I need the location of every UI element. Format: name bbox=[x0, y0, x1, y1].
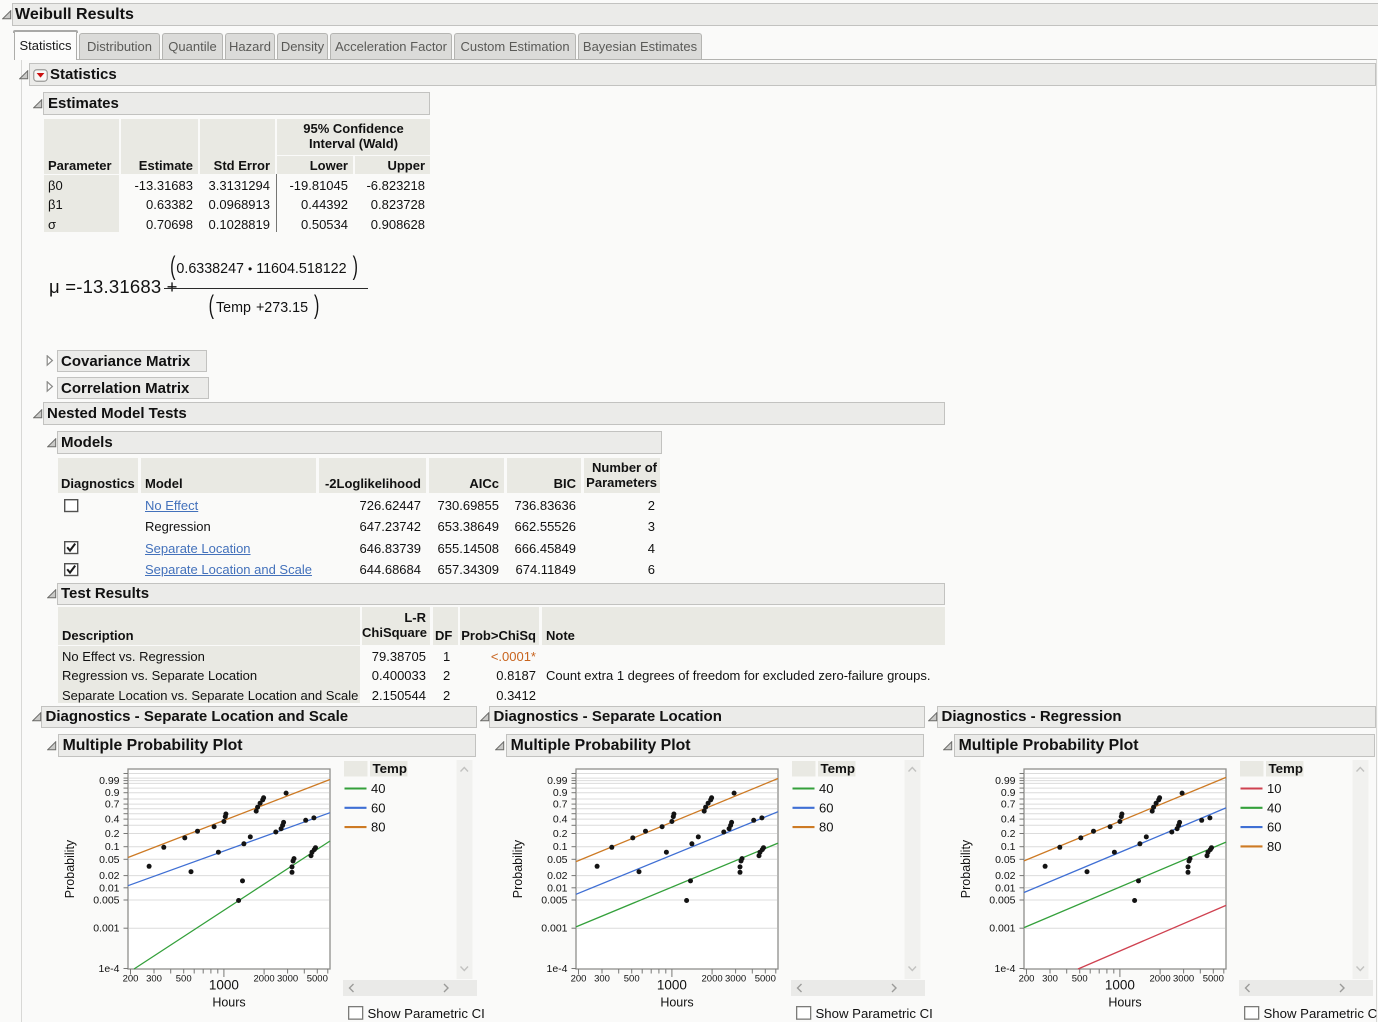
svg-text:2000: 2000 bbox=[702, 974, 723, 985]
svg-text:0.9: 0.9 bbox=[553, 787, 568, 799]
svg-text:200: 200 bbox=[1019, 974, 1035, 985]
svg-text:0.001: 0.001 bbox=[541, 923, 567, 935]
svg-text:5000: 5000 bbox=[755, 974, 776, 985]
svg-text:0.99: 0.99 bbox=[995, 775, 1016, 787]
svg-text:Hours: Hours bbox=[212, 996, 245, 1010]
svg-text:0.1: 0.1 bbox=[105, 841, 120, 853]
svg-text:0.05: 0.05 bbox=[547, 854, 568, 866]
svg-text:300: 300 bbox=[1042, 974, 1058, 985]
svg-text:0.99: 0.99 bbox=[547, 775, 568, 787]
svg-text:0.02: 0.02 bbox=[99, 870, 120, 882]
svg-text:0.01: 0.01 bbox=[547, 882, 568, 894]
svg-text:0.4: 0.4 bbox=[1001, 814, 1016, 826]
svg-text:0.02: 0.02 bbox=[995, 870, 1016, 882]
svg-text:1e-4: 1e-4 bbox=[98, 963, 119, 975]
svg-text:60: 60 bbox=[371, 800, 385, 815]
svg-text:Temp: Temp bbox=[1269, 761, 1303, 776]
svg-text:0.02: 0.02 bbox=[547, 870, 568, 882]
svg-text:40: 40 bbox=[1267, 800, 1281, 815]
svg-text:0.01: 0.01 bbox=[995, 882, 1016, 894]
svg-text:80: 80 bbox=[1267, 839, 1281, 854]
svg-text:0.1: 0.1 bbox=[553, 841, 568, 853]
svg-text:Probability: Probability bbox=[959, 839, 973, 898]
svg-text:0.001: 0.001 bbox=[93, 923, 119, 935]
svg-text:500: 500 bbox=[1072, 974, 1088, 985]
svg-text:0.05: 0.05 bbox=[99, 854, 120, 866]
svg-text:0.005: 0.005 bbox=[93, 895, 119, 907]
svg-text:200: 200 bbox=[571, 974, 587, 985]
svg-text:1e-4: 1e-4 bbox=[546, 963, 567, 975]
svg-text:1000: 1000 bbox=[657, 978, 687, 993]
svg-text:0.99: 0.99 bbox=[99, 775, 120, 787]
svg-text:0.7: 0.7 bbox=[1001, 799, 1016, 811]
svg-text:0.2: 0.2 bbox=[553, 828, 568, 840]
svg-text:Temp: Temp bbox=[821, 761, 855, 776]
svg-text:60: 60 bbox=[819, 800, 833, 815]
svg-text:200: 200 bbox=[123, 974, 139, 985]
svg-text:Hours: Hours bbox=[660, 996, 693, 1010]
svg-text:500: 500 bbox=[624, 974, 640, 985]
svg-text:Probability: Probability bbox=[63, 839, 77, 898]
svg-text:300: 300 bbox=[146, 974, 162, 985]
svg-text:40: 40 bbox=[371, 781, 385, 796]
svg-text:60: 60 bbox=[1267, 820, 1281, 835]
svg-text:5000: 5000 bbox=[1203, 974, 1224, 985]
svg-text:80: 80 bbox=[371, 820, 385, 835]
svg-text:0.2: 0.2 bbox=[105, 828, 120, 840]
svg-text:1e-4: 1e-4 bbox=[994, 963, 1015, 975]
svg-text:3000: 3000 bbox=[1173, 974, 1194, 985]
svg-text:300: 300 bbox=[594, 974, 610, 985]
svg-text:0.1: 0.1 bbox=[1001, 841, 1016, 853]
svg-text:3000: 3000 bbox=[725, 974, 746, 985]
svg-text:0.4: 0.4 bbox=[553, 814, 568, 826]
svg-text:0.01: 0.01 bbox=[99, 882, 120, 894]
svg-text:0.001: 0.001 bbox=[989, 923, 1015, 935]
svg-text:2000: 2000 bbox=[254, 974, 275, 985]
svg-text:Hours: Hours bbox=[1108, 996, 1141, 1010]
svg-text:0.05: 0.05 bbox=[995, 854, 1016, 866]
svg-text:500: 500 bbox=[176, 974, 192, 985]
svg-text:0.9: 0.9 bbox=[105, 787, 120, 799]
svg-text:10: 10 bbox=[1267, 781, 1281, 796]
svg-text:Probability: Probability bbox=[511, 839, 525, 898]
svg-text:0.7: 0.7 bbox=[105, 799, 120, 811]
svg-text:3000: 3000 bbox=[277, 974, 298, 985]
svg-text:0.9: 0.9 bbox=[1001, 787, 1016, 799]
svg-text:0.2: 0.2 bbox=[1001, 828, 1016, 840]
svg-text:5000: 5000 bbox=[307, 974, 328, 985]
svg-text:0.7: 0.7 bbox=[553, 799, 568, 811]
svg-text:1000: 1000 bbox=[209, 978, 239, 993]
svg-text:40: 40 bbox=[819, 781, 833, 796]
svg-text:0.005: 0.005 bbox=[541, 895, 567, 907]
svg-text:1000: 1000 bbox=[1105, 978, 1135, 993]
svg-text:80: 80 bbox=[819, 820, 833, 835]
svg-text:2000: 2000 bbox=[1150, 974, 1171, 985]
svg-text:0.4: 0.4 bbox=[105, 814, 120, 826]
svg-text:0.005: 0.005 bbox=[989, 895, 1015, 907]
svg-text:Temp: Temp bbox=[373, 761, 407, 776]
